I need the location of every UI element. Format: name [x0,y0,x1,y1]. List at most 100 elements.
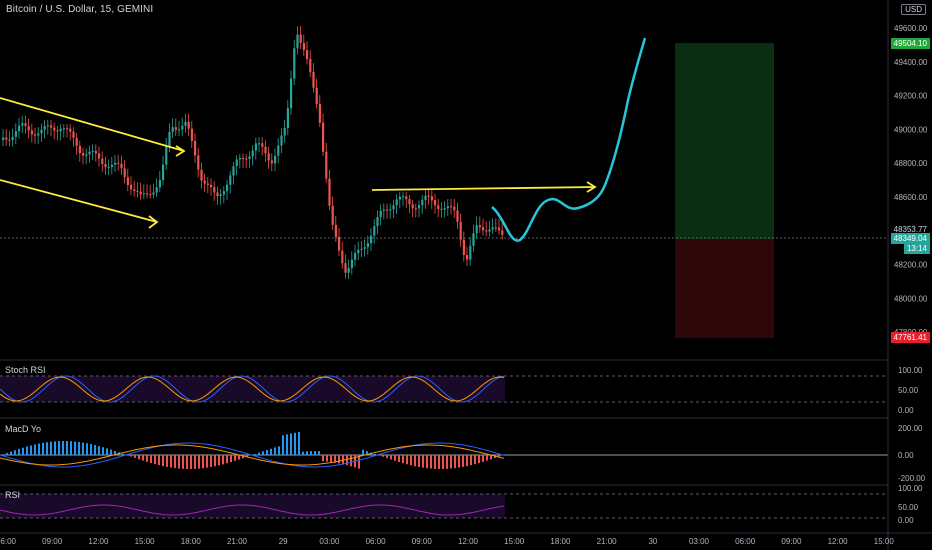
macd-bar [170,455,172,468]
indicator-axes: 100.0050.000.00200.000.00-200.00100.0050… [898,366,926,525]
candle-body [395,199,398,206]
candle-body [475,225,478,234]
macd-bar [302,451,304,455]
macd-bar [410,455,412,466]
candle-body [56,130,59,132]
macd-bar [150,455,152,464]
currency-badge[interactable]: USD [901,4,926,15]
candle-body [488,229,491,232]
macd-bar [106,448,108,455]
candle-body [37,133,40,136]
macd-bar [474,455,476,465]
candle-body [94,150,97,154]
macd-bar [86,443,88,455]
candle-body [30,130,33,135]
indicator-tick-label: 100.00 [898,484,923,493]
candle-body [117,162,120,164]
time-axis[interactable]: 06:00 09:00 12:00 15:00 18:00 21:00 29 03:00 06:… [0,537,894,546]
macd-bar [178,455,180,469]
candle-body [491,227,494,230]
candles [2,26,504,279]
candle-body [107,167,110,169]
candle-body [139,191,142,195]
candle-body [290,78,293,109]
candle-body [430,196,433,201]
macd-bar [142,455,144,461]
candle-body [469,245,472,260]
macd-bar [198,455,200,469]
macd-bar [218,455,220,466]
candle-body [197,155,200,170]
macd-bar [238,455,240,460]
candle-body [254,143,257,151]
candle-body [299,34,302,43]
candle-body [453,206,456,211]
time-tick-label: 29 [279,537,288,546]
macd-bar [54,441,56,455]
candle-body [24,123,27,126]
candle-body [331,205,334,225]
price-tick-label: 48800.00 [894,159,928,168]
macd-bar [306,451,308,455]
candle-body [18,125,21,132]
macd-bar [274,447,276,455]
macd-bar [78,441,80,455]
macd-bar [102,447,104,455]
macd-bar [438,455,440,469]
candle-body [306,50,309,60]
candle-body [59,128,62,132]
time-tick-label: 06:00 [366,537,387,546]
macd-bar [282,435,284,455]
candle-body [322,122,325,152]
downtrend-channel [0,97,186,229]
candle-body [264,146,267,154]
macd-bar [74,441,76,455]
candle-body [466,254,469,260]
candle-body [152,192,155,195]
time-tick-label: 06:00 [735,537,756,546]
macd-bar [394,455,396,461]
candle-body [485,230,488,232]
macd-bar [22,447,24,455]
macd-bar [158,455,160,466]
candle-body [328,178,331,206]
candle-body [53,127,56,131]
candle-body [91,150,94,152]
signal-line [0,444,505,466]
candle-body [168,131,171,147]
macd-bar [46,442,48,455]
candle-body [130,184,133,190]
candle-body [232,166,235,176]
indicator-panes [0,359,888,519]
candle-body [462,239,465,255]
time-tick-label: 12:00 [828,537,849,546]
macd-bar [242,455,244,459]
macd-bar [298,432,300,455]
macd-bar [338,455,340,464]
symbol-title[interactable]: Bitcoin / U.S. Dollar, 15, GEMINI [6,4,154,15]
macd-bar [382,455,384,457]
candle-body [149,193,152,195]
macd-bar [66,441,68,455]
candle-body [21,123,24,126]
macd-bar [362,449,364,455]
time-tick-label: 09:00 [412,537,433,546]
macd-bar [174,455,176,469]
candle-body [398,196,401,200]
candle-body [350,259,353,269]
macd-bar [398,455,400,463]
macd-bar [486,455,488,461]
target-price-tag: 49504.10 [890,38,930,49]
candle-body [213,187,216,193]
candle-body [62,128,65,130]
price-axis[interactable]: 49600.00 49400.00 49200.00 49000.00 48800.00… [894,24,928,337]
rsi-label[interactable]: RSI [5,490,21,500]
indicator-tick-label: 0.00 [898,451,914,460]
candle-body [293,48,296,79]
candle-body [334,224,337,237]
candle-body [456,210,459,222]
candle-body [104,163,107,168]
stoch-rsi-label[interactable]: Stoch RSI [5,365,46,375]
macd-label[interactable]: MacD Yo [5,424,42,434]
